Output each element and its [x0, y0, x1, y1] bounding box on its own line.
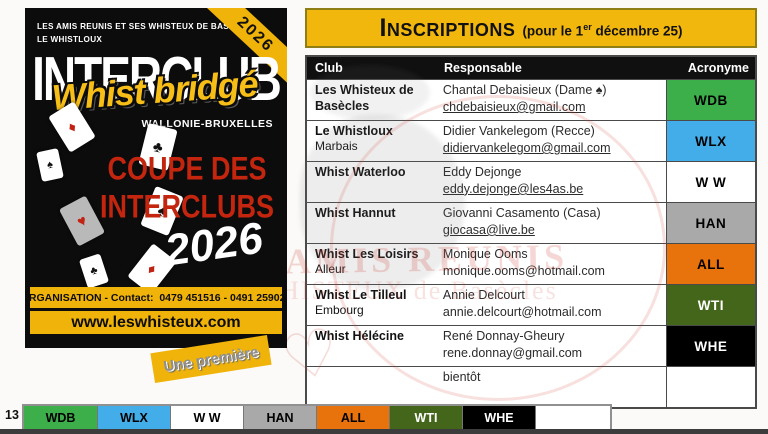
acronym-cell: [665, 367, 756, 407]
club-cell: Whist Les Loisirs Alleur: [307, 244, 439, 284]
acronym-badge: ALL: [666, 244, 756, 284]
club-cell: Les Whisteux de Basècles: [307, 80, 439, 120]
poster-region-label: WALLONIE-BRUXELLES: [141, 118, 273, 130]
club-city: Marbais: [315, 139, 358, 154]
website-link[interactable]: www.leswhisteux.com: [30, 311, 282, 334]
interclub-poster: LES AMIS REUNIS ET SES WHISTEUX DE BASÈC…: [25, 8, 287, 348]
table-row: Whist Hélécine René Donnay-Gheury rene.d…: [307, 325, 756, 366]
responsable-name: Eddy Dejonge: [442, 165, 522, 179]
responsable-cell: bientôt: [439, 367, 666, 407]
table-row: Whist Le Tilleul Embourg Annie Delcourt …: [307, 284, 756, 325]
responsable-name: bientôt: [442, 370, 481, 384]
club-name: Whist Le Tilleul: [315, 288, 407, 302]
acronym-badge: [666, 367, 756, 407]
page-title: Inscriptions: [379, 13, 516, 42]
club-cell: Whist Hannut: [307, 203, 439, 243]
club-city: Embourg: [315, 303, 364, 318]
coupe-title-line2: INTERCLUBS: [100, 188, 274, 225]
club-cell: [307, 367, 439, 407]
acronym-badge: WLX: [666, 121, 756, 161]
responsable-name: Chantal Debaisieux (Dame ♠): [442, 83, 607, 97]
club-cell: Whist Waterloo: [307, 162, 439, 202]
responsable-cell: René Donnay-Gheury rene.donnay@gmail.com: [439, 326, 666, 366]
legend-segment: [535, 406, 610, 430]
table-body: Les Whisteux de Basècles Chantal Debaisi…: [307, 79, 756, 407]
ordinal-superscript: er: [583, 22, 592, 33]
club-cell: Whist Hélécine: [307, 326, 439, 366]
responsable-cell: Monique Ooms monique.ooms@hotmail.com: [439, 244, 666, 284]
organisation-contact-line: ORGANISATION - Contact: 0479 451516 - 04…: [25, 287, 287, 308]
acronym-badge: WTI: [666, 285, 756, 325]
responsable-cell: Chantal Debaisieux (Dame ♠) chdebaisieux…: [439, 80, 666, 120]
poster-org-line1: LES AMIS REUNIS ET SES WHISTEUX DE BASÈC…: [37, 21, 258, 31]
club-name: Whist Hélécine: [315, 329, 404, 343]
responsable-name: Monique Ooms: [442, 247, 528, 261]
clubs-table: Club Responsable Acronyme Les Whisteux d…: [305, 55, 757, 409]
playing-card-spade-icon: ♠: [36, 148, 64, 182]
legend-segment: WTI: [389, 406, 462, 430]
page-number: 13: [5, 408, 19, 422]
table-row: bientôt: [307, 366, 756, 407]
table-row: Whist Les Loisirs Alleur Monique Ooms mo…: [307, 243, 756, 284]
responsable-email: rene.donnay@gmail.com: [442, 345, 583, 360]
legend-segment: ALL: [316, 406, 389, 430]
responsable-cell: Annie Delcourt annie.delcourt@hotmail.co…: [439, 285, 666, 325]
responsable-cell: Didier Vankelegom (Recce) didiervankeleg…: [439, 121, 666, 161]
table-row: Whist Hannut Giovanni Casamento (Casa) g…: [307, 202, 756, 243]
club-name: Whist Waterloo: [315, 165, 406, 179]
acronym-cell: W W: [665, 162, 756, 202]
acronym-cell: ALL: [665, 244, 756, 284]
poster-org-line2: LE WHISTLOUX: [37, 34, 103, 45]
responsable-email[interactable]: eddy.dejonge@les4as.be: [442, 181, 584, 196]
legend-segment: WHE: [462, 406, 535, 430]
legend-segment: WDB: [24, 406, 97, 430]
responsable-cell: Giovanni Casamento (Casa) giocasa@live.b…: [439, 203, 666, 243]
club-name: Les Whisteux de Basècles: [315, 83, 414, 114]
acronym-cell: HAN: [665, 203, 756, 243]
acronym-cell: WTI: [665, 285, 756, 325]
coupe-title-line1: COUPE DES: [107, 150, 267, 187]
responsable-name: Didier Vankelegom (Recce): [442, 124, 595, 138]
slide-bottom-strip: [0, 429, 768, 434]
table-row: Le Whistloux Marbais Didier Vankelegom (…: [307, 120, 756, 161]
legend-segment: WLX: [97, 406, 170, 430]
table-row: Les Whisteux de Basècles Chantal Debaisi…: [307, 79, 756, 120]
column-header-acronyme: Acronyme: [687, 61, 749, 75]
acronym-badge: WDB: [666, 80, 756, 120]
club-name: Le Whistloux: [315, 124, 393, 138]
responsable-email[interactable]: giocasa@live.be: [442, 222, 535, 237]
responsable-name: Annie Delcourt: [442, 288, 525, 302]
responsable-email[interactable]: chdebaisieux@gmail.com: [442, 99, 586, 114]
club-name: Whist Les Loisirs: [315, 247, 419, 261]
deadline-date: (pour le 1er décembre 25): [522, 22, 683, 39]
club-city: Alleur: [315, 262, 346, 277]
acronym-cell: WHE: [665, 326, 756, 366]
responsable-email: monique.ooms@hotmail.com: [442, 263, 605, 278]
column-header-club: Club: [315, 61, 343, 75]
club-cell: Le Whistloux Marbais: [307, 121, 439, 161]
club-cell: Whist Le Tilleul Embourg: [307, 285, 439, 325]
acronym-cell: WLX: [665, 121, 756, 161]
acronym-badge: W W: [666, 162, 756, 202]
inscriptions-header: Inscriptions (pour le 1er décembre 25): [305, 8, 757, 48]
responsable-email: annie.delcourt@hotmail.com: [442, 304, 602, 319]
table-row: Whist Waterloo Eddy Dejonge eddy.dejonge…: [307, 161, 756, 202]
responsable-name: René Donnay-Gheury: [442, 329, 565, 343]
playing-card-club-icon: ♣: [78, 253, 110, 289]
club-name: Whist Hannut: [315, 206, 396, 220]
responsable-name: Giovanni Casamento (Casa): [442, 206, 601, 220]
responsable-email[interactable]: didiervankelegom@gmail.com: [442, 140, 611, 155]
legend-segment: HAN: [243, 406, 316, 430]
responsable-cell: Eddy Dejonge eddy.dejonge@les4as.be: [439, 162, 666, 202]
poster-organization-lines: LES AMIS REUNIS ET SES WHISTEUX DE BASÈC…: [37, 20, 258, 46]
column-header-responsable: Responsable: [444, 61, 522, 75]
acronym-legend-bar: WDB WLX W W HAN ALL WTI WHE: [22, 404, 612, 432]
acronym-cell: WDB: [665, 80, 756, 120]
acronym-badge: WHE: [666, 326, 756, 366]
acronym-badge: HAN: [666, 203, 756, 243]
table-header-row: Club Responsable Acronyme: [307, 57, 755, 79]
legend-segment: W W: [170, 406, 243, 430]
